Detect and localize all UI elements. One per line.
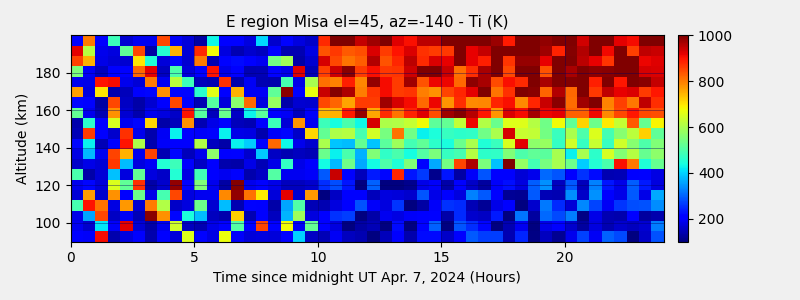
X-axis label: Time since midnight UT Apr. 7, 2024 (Hours): Time since midnight UT Apr. 7, 2024 (Hou… [214, 271, 521, 285]
Title: E region Misa el=45, az=-140 - Ti (K): E region Misa el=45, az=-140 - Ti (K) [226, 15, 509, 30]
Y-axis label: Altitude (km): Altitude (km) [15, 93, 29, 184]
